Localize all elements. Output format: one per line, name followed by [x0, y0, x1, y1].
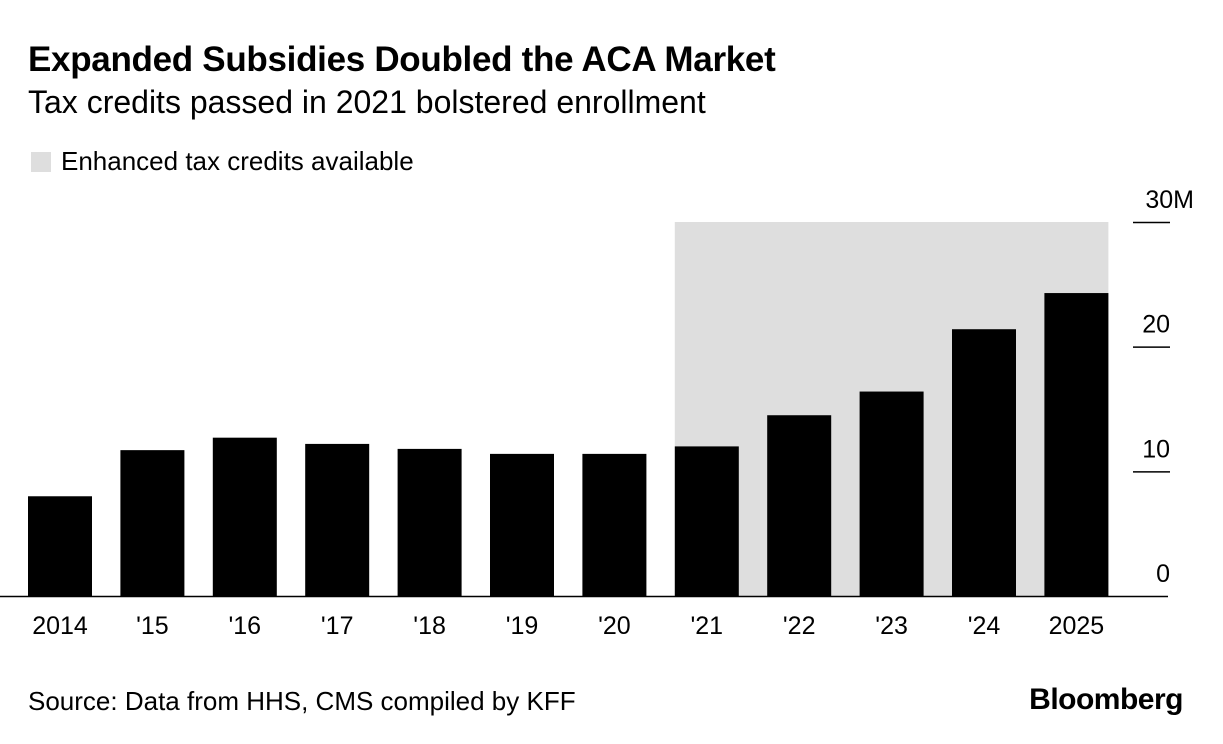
bar-22: [767, 415, 832, 596]
x-tick-label: '17: [321, 612, 354, 640]
bar-15: [120, 450, 185, 596]
bloomberg-logo: Bloomberg: [1029, 683, 1183, 716]
legend-label: Enhanced tax credits available: [61, 146, 414, 176]
legend-swatch: [31, 151, 51, 172]
chart-subtitle: Tax credits passed in 2021 bolstered enr…: [28, 84, 706, 120]
x-tick-label: '16: [229, 612, 262, 640]
y-tick-label: 20: [1142, 311, 1170, 339]
bar-16: [212, 437, 277, 596]
bar-21: [674, 446, 739, 596]
x-tick-label: 2014: [32, 612, 88, 640]
bar-24: [952, 329, 1016, 596]
x-tick-label: '20: [598, 612, 631, 640]
chart-title: Expanded Subsidies Doubled the ACA Marke…: [28, 40, 776, 79]
legend: Enhanced tax credits available: [31, 146, 414, 177]
source-note: Source: Data from HHS, CMS compiled by K…: [28, 686, 576, 716]
x-tick-label: '24: [968, 612, 1001, 640]
x-tick-label: 2025: [1049, 612, 1105, 640]
bar-19: [490, 453, 554, 596]
x-tick-label: '18: [413, 612, 446, 640]
x-tick-label: '21: [691, 612, 724, 640]
y-tick-label: 0: [1156, 560, 1170, 588]
y-tick-label: 30M: [1145, 186, 1194, 214]
bar-18: [397, 448, 462, 596]
x-tick-label: '22: [783, 612, 816, 640]
x-tick-label: '15: [136, 612, 169, 640]
bar-23: [859, 391, 924, 596]
x-tick-label: '23: [875, 612, 908, 640]
bar-17: [305, 443, 370, 596]
bar-2014: [28, 496, 92, 596]
bar-25: [1044, 293, 1109, 596]
y-tick-label: 10: [1142, 435, 1170, 463]
x-tick-label: '19: [506, 612, 539, 640]
bar-20: [582, 453, 647, 596]
